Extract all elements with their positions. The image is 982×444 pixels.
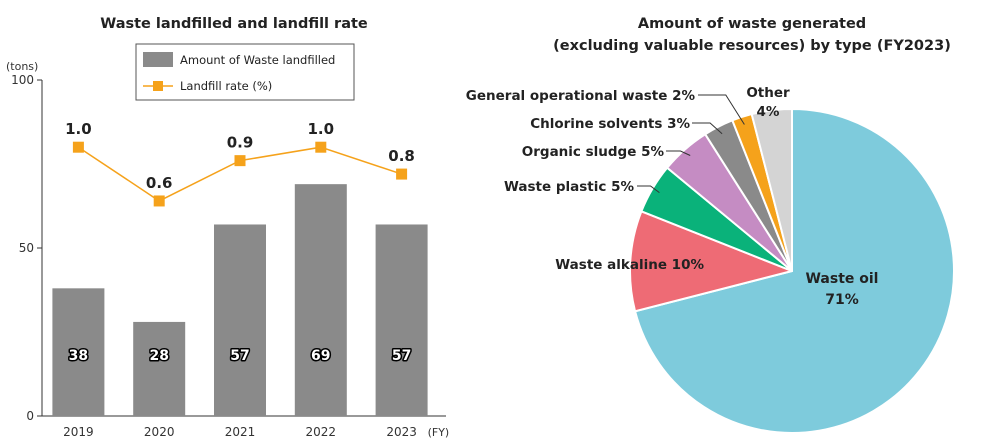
pie-slice	[750, 108, 793, 272]
pie-label-waste-oil-name: Waste oil	[805, 271, 878, 287]
pie-chart-title-line1: Amount of waste generated	[638, 16, 866, 32]
pie-label-waste-plastic: Waste plastic 5%	[504, 179, 634, 195]
bar	[375, 224, 428, 416]
pie-label-other-value: 4%	[757, 104, 780, 120]
rate-series: 1.0 0.6 0.9 1.0 0.8	[65, 120, 415, 207]
bar	[133, 321, 186, 416]
pie-chart-title-line2: (excluding valuable resources) by type (…	[553, 38, 951, 54]
rate-value-label: 0.9	[227, 134, 254, 152]
pie-slices	[629, 108, 955, 434]
pie-leader-lines	[637, 94, 745, 194]
legend-bar-swatch	[143, 52, 173, 67]
y-tick-label: 50	[19, 241, 34, 255]
legend-line-label: Landfill rate (%)	[180, 79, 272, 93]
pie-label-other-name: Other	[746, 85, 790, 101]
bar	[214, 224, 266, 416]
bar	[294, 184, 347, 416]
y-tick-label: 100	[11, 73, 34, 87]
x-axis-unit: (FY)	[428, 426, 450, 439]
legend-bar-label: Amount of Waste landfilled	[180, 53, 335, 67]
pie-label-waste-oil-value: 71%	[825, 292, 859, 308]
bar-value-labels: 38 28 57 69 57	[67, 347, 413, 366]
x-tick-label: 2022	[306, 425, 337, 439]
pie-slice	[629, 210, 793, 313]
bar-value-label: 69	[311, 348, 330, 364]
rate-marker	[72, 141, 84, 153]
x-ticks: 2019 2020 2021 2022 2023 (FY)	[63, 425, 449, 439]
bar-value-label: 57	[230, 348, 249, 364]
x-tick-label: 2023	[386, 425, 417, 439]
pie-label-organic-sludge: Organic sludge 5%	[522, 144, 665, 160]
rate-marker	[234, 155, 246, 167]
y-tick-label: 0	[26, 409, 34, 423]
pie-label-general-operational-waste: General operational waste 2%	[466, 88, 696, 104]
rate-value-label: 1.0	[65, 120, 92, 138]
pie-label-chlorine-solvents: Chlorine solvents 3%	[530, 116, 690, 132]
rate-value-label: 0.6	[146, 174, 173, 192]
y-axis-unit: (tons)	[6, 60, 38, 73]
x-tick-label: 2021	[225, 425, 256, 439]
pie-label-waste-alkaline: Waste alkaline 10%	[555, 257, 704, 273]
pie-labels: Waste oil 71% Waste alkaline 10% Waste p…	[466, 85, 879, 308]
bar-series	[52, 184, 428, 416]
rate-value-label: 1.0	[308, 120, 335, 138]
rate-value-label: 0.8	[388, 147, 415, 165]
bar-value-label: 38	[69, 348, 88, 364]
y-ticks: 0 50 100	[11, 73, 42, 423]
pie-leader-line	[637, 185, 660, 194]
bar	[52, 288, 105, 416]
rate-marker	[315, 141, 327, 153]
bar-value-label: 57	[392, 348, 411, 364]
bar-value-label: 28	[149, 348, 168, 364]
bar-chart-legend: Amount of Waste landfilled Landfill rate…	[135, 43, 355, 101]
pie-leader-line	[698, 94, 745, 125]
legend-marker-swatch	[153, 81, 163, 91]
pie-leader-line	[666, 150, 691, 156]
pie-leader-line	[692, 122, 723, 135]
rate-marker	[396, 168, 408, 180]
pie-slice	[634, 108, 955, 434]
x-tick-label: 2020	[144, 425, 175, 439]
bar-chart-title: Waste landfilled and landfill rate	[100, 16, 368, 32]
x-tick-label: 2019	[63, 425, 94, 439]
rate-marker	[153, 195, 165, 207]
